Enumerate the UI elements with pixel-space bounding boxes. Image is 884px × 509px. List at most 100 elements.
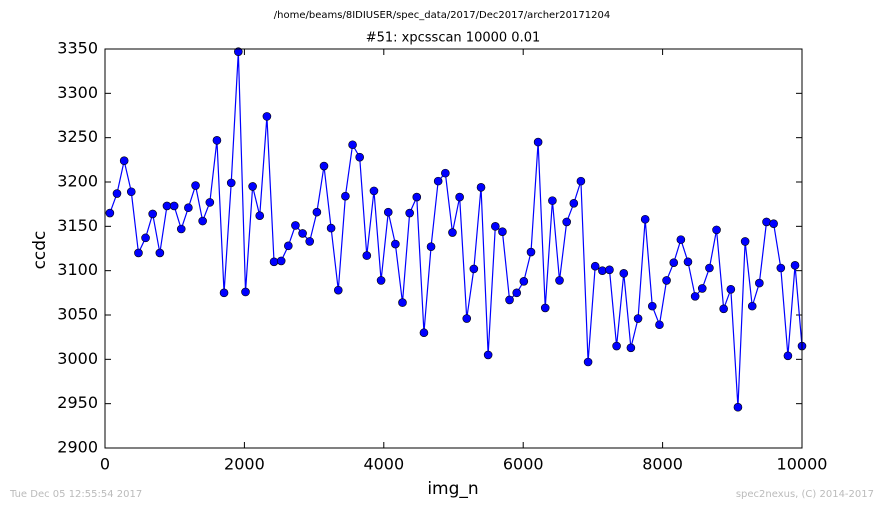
data-point [655,320,664,330]
y-tick-label: 3300 [57,83,98,102]
data-point [383,207,393,217]
data-point [562,217,571,227]
data-point [298,229,307,238]
data-point [333,285,343,295]
y-tick-label: 3250 [57,127,98,146]
data-point [398,298,407,307]
data-point [405,208,414,218]
data-point [348,140,357,150]
data-point [305,237,315,246]
data-point [491,222,500,231]
data-point [519,277,529,286]
y-tick-label: 3200 [57,172,98,191]
data-point [355,152,364,162]
data-point [255,211,265,220]
data-point [669,258,679,267]
data-point [647,301,657,311]
data-point [733,402,743,412]
data-point [426,242,436,252]
x-tick-label: 2000 [224,455,265,474]
data-point [412,192,422,202]
data-point [191,181,200,190]
y-tick-label: 2950 [57,393,98,412]
data-point [212,136,222,145]
y-tick-label: 3050 [57,305,98,324]
data-point [776,263,786,273]
data-point [448,228,457,237]
x-tick-label: 10000 [777,455,828,474]
y-tick-label: 3350 [57,39,98,58]
data-point [540,303,550,313]
data-point [576,176,586,186]
data-point [676,235,686,244]
data-point [533,137,543,147]
footer-left: Tue Dec 05 12:55:54 2017 [9,489,142,500]
data-point [198,216,207,226]
data-point [134,248,143,258]
data-point [184,203,193,213]
data-point [112,189,122,198]
data-point [476,183,486,192]
x-axis-label: img_n [427,479,478,499]
data-point [248,182,257,191]
data-point [505,295,514,305]
data-point [433,176,443,186]
data-point [391,239,400,249]
data-point [740,237,750,246]
plot-frame [104,48,803,449]
data-point [219,288,229,298]
data-point [697,284,707,293]
data-point [312,207,322,217]
data-point [498,227,507,236]
data-point [205,198,215,207]
data-point [176,224,186,234]
data-point [169,201,179,211]
data-point [526,247,536,257]
data-point [291,221,300,230]
data-point [119,156,129,166]
x-tick-label: 6000 [503,455,544,474]
suptitle: /home/beams/8IDIUSER/spec_data/2017/Dec2… [274,10,610,21]
data-point [105,208,115,218]
y-axis-label: ccdc [30,231,50,270]
data-point [590,261,600,271]
data-point [234,47,243,56]
data-point [690,292,700,301]
data-point [640,214,650,224]
data-point [369,186,379,196]
data-point [241,287,250,297]
data-point [662,276,671,285]
data-point [155,248,165,258]
data-point [269,257,279,267]
data-point [483,350,493,360]
data-point [462,314,472,323]
data-point [148,209,157,219]
data-point [712,225,721,235]
data-point [783,351,793,361]
data-point [555,276,564,285]
data-point [605,265,614,275]
data-point [441,168,450,178]
data-point [419,328,429,338]
chart-title: #51: xpcsscan 10000 0.01 [366,31,541,46]
data-point [726,284,736,294]
data-point [284,241,293,251]
data-point [747,301,757,311]
data-point [619,269,629,278]
y-tick-label: 3150 [57,216,98,235]
data-point [226,178,236,188]
data-point [762,217,771,227]
data-point [583,357,593,367]
data-point [162,201,172,211]
data-point [341,191,350,201]
data-point [512,288,522,298]
data-point [455,192,464,202]
data-point [141,233,150,243]
y-tick-label: 2900 [57,438,98,457]
data-point [276,256,286,266]
data-point [548,196,557,205]
data-point [569,198,579,208]
data-point [326,223,336,233]
data-line [109,51,803,408]
